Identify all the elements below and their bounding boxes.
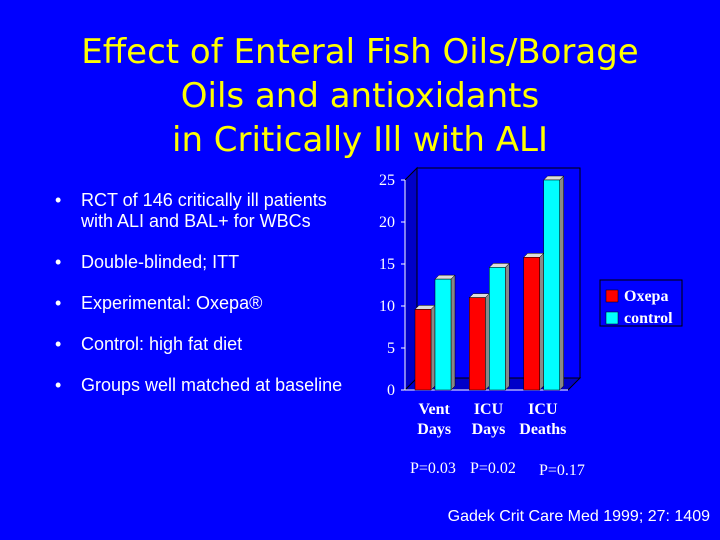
bar-oxepa [523, 257, 540, 391]
bullet-dot: • [55, 293, 62, 313]
title-line-1: Effect of Enteral Fish Oils/Borage [81, 32, 639, 72]
legend-label-control: control [624, 310, 673, 327]
bullet-dot: • [55, 334, 62, 354]
bar-oxepa [414, 309, 432, 391]
y-tick-label: 20 [379, 214, 395, 231]
bar-side [430, 304, 436, 391]
category-label: ICU [474, 401, 504, 418]
bullet-text: Double-blinded; ITT [81, 252, 240, 272]
title-line-3: in Critically Ill with ALI [172, 120, 548, 160]
y-tick-label: 15 [379, 256, 395, 273]
bullet-dot: • [55, 252, 62, 272]
y-tick-label: 25 [379, 172, 395, 189]
bar-control [434, 278, 452, 391]
p-value-vent: P=0.03 [410, 460, 456, 477]
slide-title: Effect of Enteral Fish Oils/Borage Oils … [0, 30, 720, 162]
bar-side [559, 175, 564, 391]
y-tick-label: 0 [387, 382, 395, 399]
title-line-2: Oils and antioxidants [180, 76, 540, 116]
bullet-dot: • [55, 190, 62, 210]
bar-oxepa [469, 297, 486, 391]
bullet-item: • RCT of 146 critically ill patients with… [55, 190, 345, 232]
category-label: Days [472, 421, 506, 438]
citation: Gadek Crit Care Med 1999; 27: 1409 [447, 508, 710, 525]
bullet-item: • Double-blinded; ITT [55, 252, 345, 273]
legend-swatch-control [605, 311, 619, 325]
bullet-item: • Experimental: Oxepa® [55, 293, 345, 314]
bullet-list: • RCT of 146 critically ill patients with… [55, 190, 345, 416]
bar-side [505, 262, 510, 391]
bullet-dot: • [55, 375, 62, 395]
p-value-icu-days: P=0.02 [470, 460, 516, 477]
bullet-text: Control: high fat diet [81, 334, 243, 354]
category-label: Deaths [519, 421, 566, 438]
bar-side [485, 292, 490, 391]
bar-side [539, 252, 544, 391]
y-tick-label: 10 [379, 298, 395, 315]
legend-label-oxepa: Oxepa [624, 288, 668, 305]
bar-control [489, 267, 506, 391]
p-value-icu-deaths: P=0.17 [539, 462, 585, 479]
category-label: ICU [528, 401, 558, 418]
bullet-item: • Control: high fat diet [55, 334, 345, 355]
category-label: Vent [418, 401, 450, 418]
bullet-text: Groups well matched at baseline [81, 375, 343, 395]
bar-control [543, 179, 560, 391]
category-label: Days [417, 421, 451, 438]
bar-side [450, 274, 456, 391]
legend-swatch-oxepa [605, 289, 619, 303]
bullet-text: RCT of 146 critically ill patients with … [81, 190, 327, 231]
y-tick-label: 5 [387, 340, 395, 357]
bullet-item: • Groups well matched at baseline [55, 375, 345, 396]
bullet-text: Experimental: Oxepa® [81, 293, 263, 313]
